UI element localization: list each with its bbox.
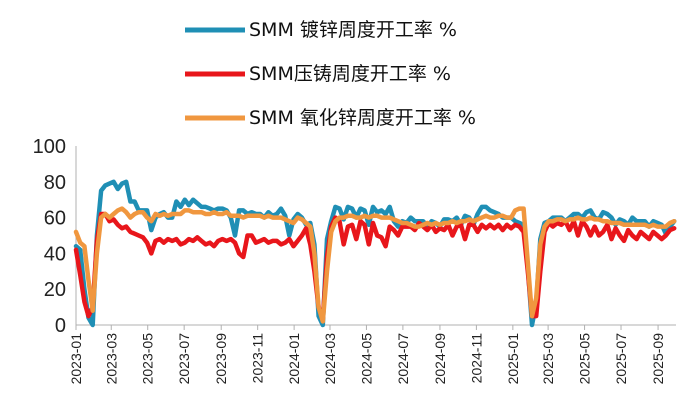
x-tick-label: 2024-01 — [286, 333, 302, 385]
legend-label-1: SMM 镀锌周度开工率 % — [249, 19, 457, 41]
y-tick-label: 0 — [55, 315, 66, 337]
series-line-3 — [73, 206, 677, 324]
series-line-1 — [73, 179, 677, 328]
x-tick-label: 2025-07 — [613, 333, 629, 385]
legend-label-2: SMM压铸周度开工率 % — [249, 63, 451, 85]
x-tick-label: 2025-03 — [540, 333, 556, 385]
x-tick-label: 2024-07 — [395, 333, 411, 385]
y-tick-label: 40 — [44, 243, 66, 265]
legend-label-3: SMM 氧化锌周度开工率 % — [249, 107, 476, 129]
series-lines — [73, 179, 677, 328]
x-tick-label: 2023-01 — [68, 333, 84, 385]
x-tick-label: 2023-03 — [103, 333, 119, 385]
x-axis-ticks: 2023-01 2023-03 2023-05 2023-07 2023-09 2023-… — [68, 325, 666, 384]
x-tick-label: 2024-11 — [468, 333, 484, 384]
x-tick-label: 2023-09 — [213, 333, 229, 385]
x-tick-label: 2025-05 — [577, 333, 593, 385]
x-tick-label: 2025-01 — [505, 333, 521, 385]
x-tick-label: 2024-09 — [432, 333, 448, 385]
legend: SMM 镀锌周度开工率 % SMM压铸周度开工率 % SMM 氧化锌周度开工率 % — [185, 19, 476, 129]
y-tick-label: 20 — [44, 279, 66, 301]
x-tick-label: 2023-07 — [176, 333, 192, 385]
x-tick-label: 2023-05 — [140, 333, 156, 385]
y-axis-ticks: 0 20 40 60 80 100 — [33, 136, 66, 337]
y-tick-label: 60 — [44, 208, 66, 230]
series-line-2 — [73, 211, 677, 322]
x-tick-label: 2023-11 — [250, 333, 266, 384]
y-tick-label: 100 — [33, 136, 66, 158]
x-tick-label: 2024-05 — [358, 333, 374, 385]
y-tick-label: 80 — [44, 172, 66, 194]
x-tick-label: 2025-09 — [650, 333, 666, 385]
x-tick-label: 2024-03 — [322, 333, 338, 385]
